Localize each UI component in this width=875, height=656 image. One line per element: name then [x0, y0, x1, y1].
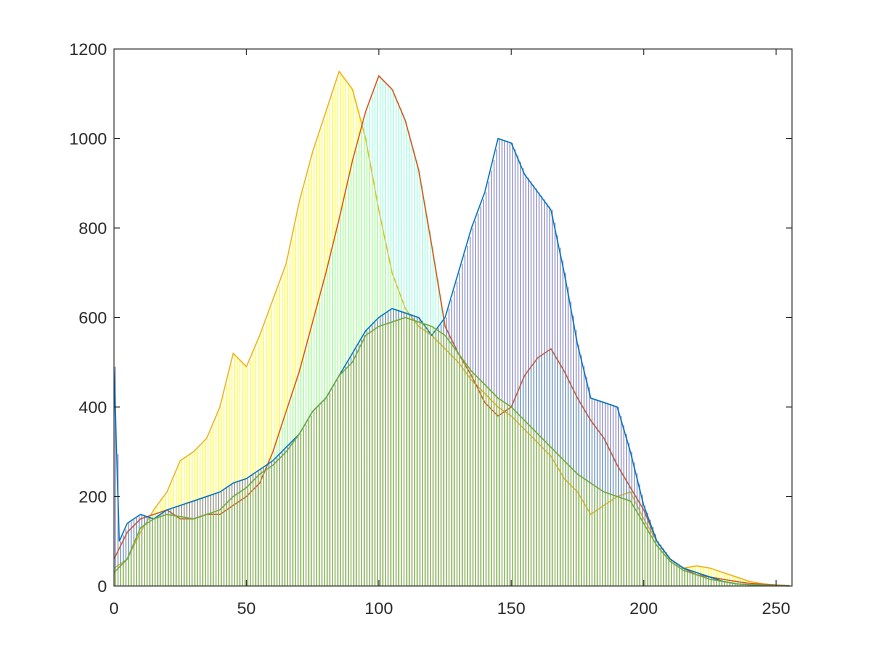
x-tick-label: 150: [497, 599, 525, 618]
x-tick-label: 250: [762, 599, 790, 618]
series-3-line: [113, 316, 790, 587]
y-tick-label: 1000: [69, 130, 107, 149]
y-tick-label: 800: [79, 219, 107, 238]
series-3: [113, 316, 790, 587]
x-axis: 0 50 100 150 200 250: [109, 49, 790, 618]
y-axis: 0 200 400 600 800 1000 1200: [69, 40, 792, 596]
series-layer: [113, 70, 792, 587]
y-tick-label: 400: [79, 398, 107, 417]
y-tick-label: 0: [98, 577, 107, 596]
y-tick-label: 200: [79, 488, 107, 507]
x-tick-label: 50: [237, 599, 256, 618]
series-2-line: [113, 137, 790, 587]
x-tick-label: 100: [365, 599, 393, 618]
y-tick-label: 1200: [69, 40, 107, 59]
x-tick-label: 200: [630, 599, 658, 618]
y-tick-label: 600: [79, 309, 107, 328]
x-tick-label: 0: [109, 599, 118, 618]
series-3-bars: [114, 317, 789, 586]
